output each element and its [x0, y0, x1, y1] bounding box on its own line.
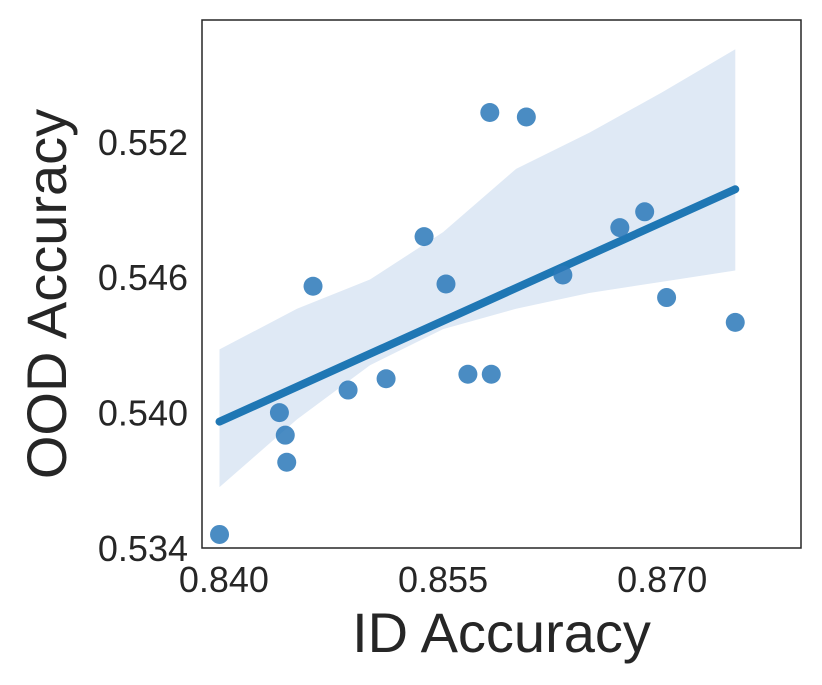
- data-point: [210, 524, 230, 544]
- data-point: [414, 227, 434, 247]
- y-axis-title: OOD Accuracy: [15, 109, 78, 479]
- data-point: [481, 364, 501, 384]
- data-point: [553, 265, 573, 285]
- data-point: [725, 312, 745, 332]
- confidence-band: [219, 49, 736, 488]
- y-tick-label: 0.552: [98, 122, 188, 163]
- data-point: [436, 274, 456, 294]
- data-points: [210, 103, 745, 544]
- data-point: [376, 369, 396, 389]
- x-axis-title: ID Accuracy: [352, 601, 651, 664]
- data-point: [635, 202, 655, 222]
- data-point: [303, 276, 323, 296]
- x-axis-ticks: 0.840 0.855 0.870: [179, 559, 707, 600]
- y-tick-label: 0.546: [98, 257, 188, 298]
- data-point: [275, 425, 295, 445]
- x-tick-label: 0.840: [179, 559, 269, 600]
- data-point: [269, 403, 289, 423]
- y-tick-label: 0.540: [98, 393, 188, 434]
- data-point: [516, 107, 536, 127]
- regression-line: [215, 185, 740, 426]
- y-tick-label: 0.534: [98, 528, 188, 569]
- data-point: [338, 380, 358, 400]
- plot-frame: [201, 19, 802, 549]
- data-point: [277, 452, 297, 472]
- data-point: [610, 218, 630, 238]
- data-point: [480, 103, 500, 123]
- data-point: [458, 364, 478, 384]
- data-point: [657, 288, 677, 308]
- y-axis-ticks: 0.534 0.540 0.546 0.552: [98, 122, 188, 569]
- x-tick-label: 0.870: [617, 559, 707, 600]
- x-tick-label: 0.855: [398, 559, 488, 600]
